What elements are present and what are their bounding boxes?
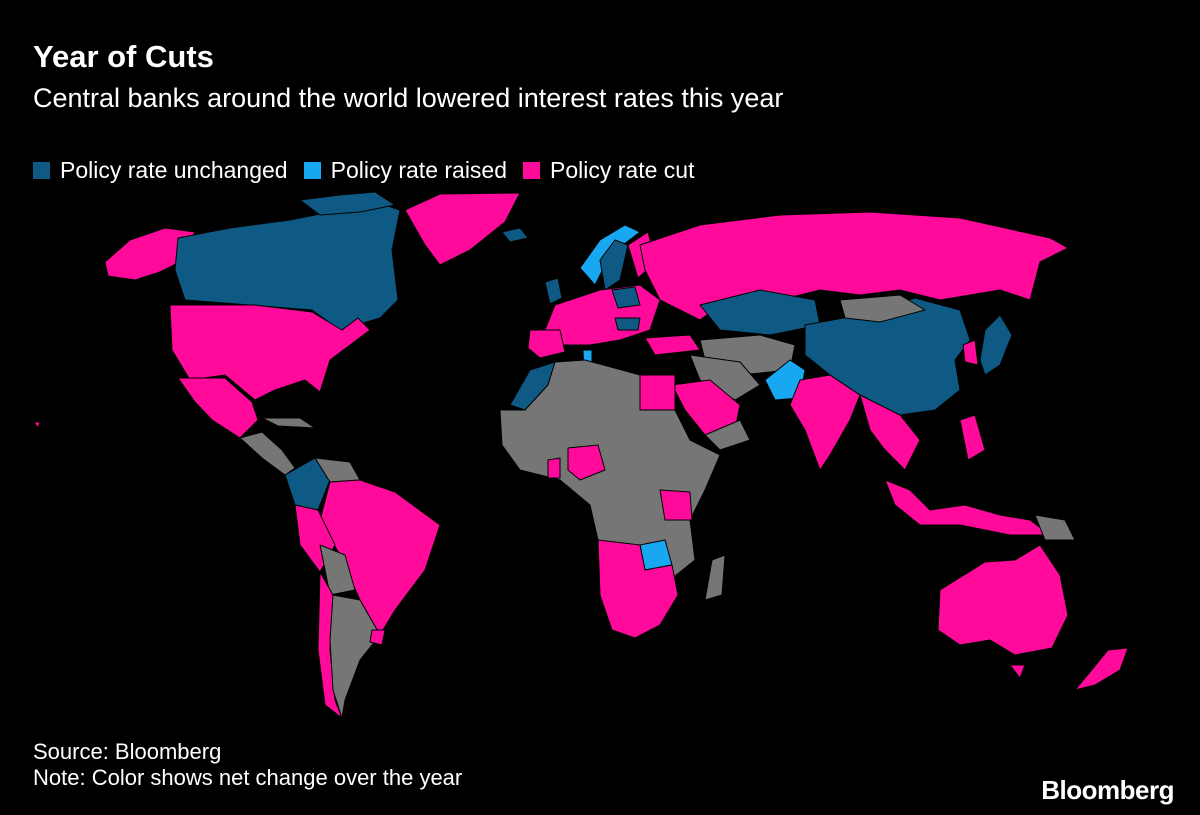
legend-swatch-cut <box>523 161 541 179</box>
legend-label-cut: Policy rate cut <box>550 157 695 183</box>
footnote: Note: Color shows net change over the ye… <box>33 765 463 790</box>
region-hungary <box>614 317 641 331</box>
region-sweden <box>599 239 629 291</box>
region-egypt <box>639 374 676 411</box>
region-uruguay <box>369 629 386 646</box>
legend: Policy rate unchanged Policy rate raised… <box>33 156 710 184</box>
region-philippines <box>959 414 986 461</box>
region-yemen <box>704 419 751 451</box>
region-papua <box>1034 514 1076 541</box>
region-ghana <box>547 457 561 479</box>
region-tasmania <box>1009 664 1026 679</box>
region-japan <box>979 314 1013 376</box>
region-poland <box>611 286 641 309</box>
region-canada-islands <box>299 191 396 216</box>
chart-title: Year of Cuts <box>33 39 214 74</box>
region-mongolia <box>839 294 926 323</box>
region-mexico <box>177 377 259 439</box>
region-argentina <box>329 594 381 719</box>
source-note: Source: Bloomberg <box>33 739 222 764</box>
region-china <box>804 297 971 416</box>
region-nigeria <box>567 444 606 481</box>
legend-swatch-unchanged <box>33 161 50 179</box>
legend-item-unchanged: Policy rate unchanged <box>33 156 288 184</box>
region-africa <box>499 359 721 591</box>
region-kenya <box>659 489 693 521</box>
region-madagascar <box>704 554 726 601</box>
legend-item-cut: Policy rate cut <box>523 156 694 184</box>
region-colombia <box>284 457 331 511</box>
world-map <box>33 191 1129 719</box>
region-greenland <box>404 192 521 266</box>
region-uk <box>544 277 563 305</box>
region-iran <box>689 354 761 401</box>
legend-item-raised: Policy rate raised <box>303 156 508 184</box>
region-korea <box>962 339 979 366</box>
region-central-america <box>239 431 296 476</box>
legend-label-raised: Policy rate raised <box>330 157 508 183</box>
region-india <box>789 374 861 471</box>
region-cuba <box>261 417 316 429</box>
region-hawaii <box>33 421 41 429</box>
region-australia <box>937 544 1069 656</box>
region-turkey <box>644 334 701 356</box>
region-indonesia <box>884 479 1051 536</box>
legend-label-unchanged: Policy rate unchanged <box>60 157 288 183</box>
region-southern-africa <box>597 539 679 639</box>
region-iberia <box>527 329 566 359</box>
legend-swatch-raised <box>303 161 321 179</box>
region-bolivia <box>319 544 356 596</box>
region-canada <box>174 199 401 331</box>
region-iceland <box>501 227 529 243</box>
region-se-asia <box>859 394 921 471</box>
bloomberg-logo: Bloomberg <box>1041 775 1174 805</box>
region-europe-west <box>544 284 661 346</box>
region-new-zealand <box>1074 647 1129 691</box>
chart-subtitle: Central banks around the world lowered i… <box>33 83 784 113</box>
